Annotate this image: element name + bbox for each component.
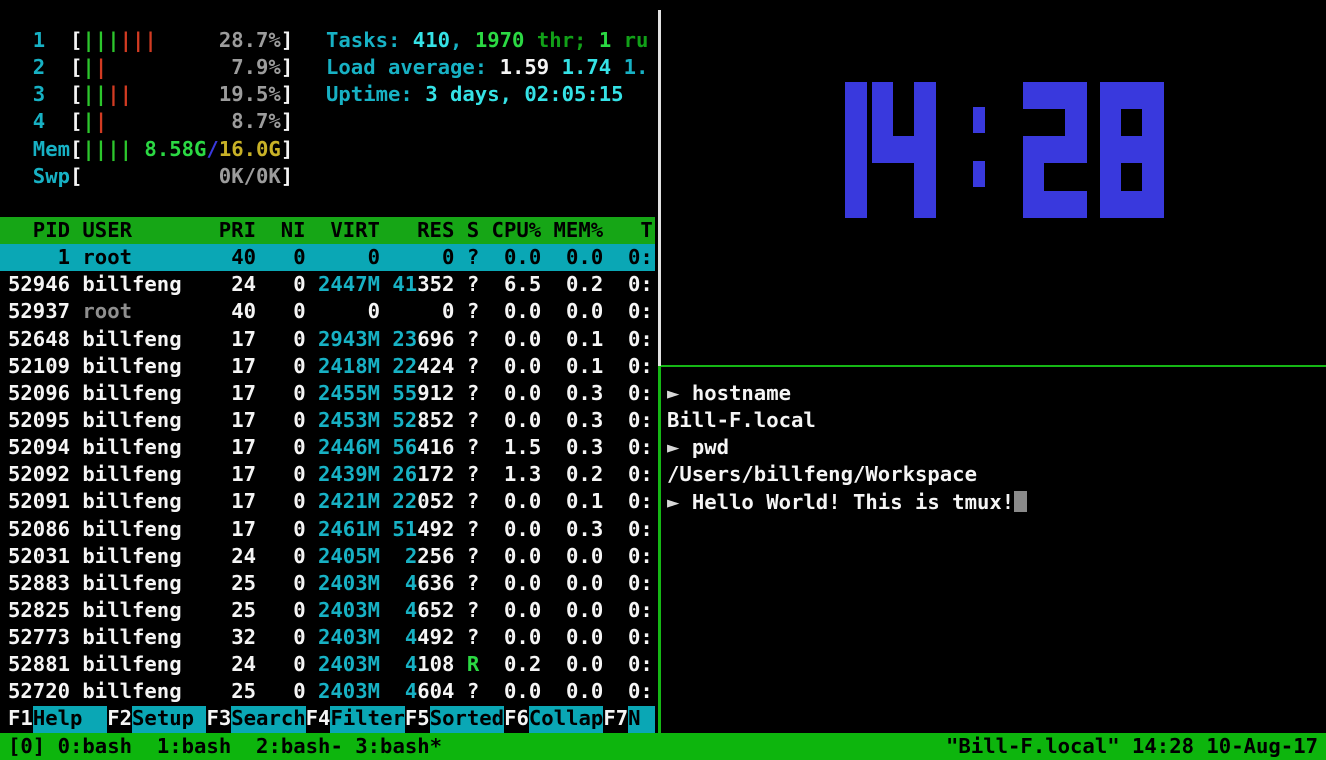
htop-function-key-bar: F1 Help F2 Setup F3 Search F4 Filter F5 Sorted F… xyxy=(0,705,655,733)
tmux-window-2[interactable]: 2:bash- xyxy=(256,734,343,758)
pane-divider-horizontal-active xyxy=(661,364,1326,367)
process-row[interactable]: 52825 billfeng 25 0 2403M 4652 ? 0.0 0.0… xyxy=(8,598,653,623)
clock-colon xyxy=(973,161,985,188)
tmux-window-list: [0] 0:bash 1:bash 2:bash- 3:bash* xyxy=(8,733,442,760)
clock-digit-2 xyxy=(1023,82,1087,218)
fkey-f3-key[interactable]: F3 xyxy=(206,705,232,730)
htop-meters: 1 [|||||| 28.7%] 2 [|| 7.9%] 3 [|||| 19.… xyxy=(0,27,655,190)
fkey-f7-label[interactable]: N xyxy=(628,705,655,733)
process-row[interactable]: 52720 billfeng 25 0 2403M 4604 ? 0.0 0.0… xyxy=(8,679,653,704)
fkey-f5-key[interactable]: F5 xyxy=(404,705,430,730)
meter-bars-green: ||| xyxy=(82,28,120,52)
meter-bars-red: | xyxy=(94,55,108,80)
fkey-f1-key[interactable]: F1 xyxy=(8,705,33,730)
shell-command-line: ► pwd xyxy=(667,435,730,460)
fkey-f7-key[interactable]: F7 xyxy=(603,705,629,730)
process-row[interactable]: 52092 billfeng 17 0 2439M 26172 ? 1.3 0.… xyxy=(8,462,653,487)
clock-pane xyxy=(666,0,1326,352)
meter-bars-green: |||| xyxy=(82,136,133,161)
shell-pane[interactable]: ► hostname Bill-F.local ► pwd/Users/billfe… xyxy=(667,380,1317,516)
process-row[interactable]: 52091 billfeng 17 0 2421M 22052 ? 0.0 0.… xyxy=(8,489,653,514)
meter-bars-green: | xyxy=(82,55,95,80)
fkey-f6-label[interactable]: Collap xyxy=(528,705,604,733)
shell-output-line: /Users/billfeng/Workspace xyxy=(667,462,977,487)
terminal-cursor xyxy=(1014,490,1027,512)
cpu3-meter: 3 [|||| 19.5%] xyxy=(8,82,294,107)
swp-meter: Swp[ 0K/0K] xyxy=(8,163,294,188)
cpu4-meter: 4 [|| 8.7%] xyxy=(8,109,294,134)
meter-value: / xyxy=(206,136,219,161)
fkey-f1-label[interactable]: Help xyxy=(32,705,108,733)
meter-value: 8.7% xyxy=(231,109,281,134)
pane-divider-vertical-inactive xyxy=(658,10,661,366)
fkey-f4-key[interactable]: F4 xyxy=(305,705,331,730)
tasks-line: Tasks: 410, 1970 thr; 1 ru xyxy=(326,28,649,52)
fkey-f5-label[interactable]: Sorted xyxy=(429,705,505,733)
process-row[interactable]: 52031 billfeng 24 0 2405M 2256 ? 0.0 0.0… xyxy=(8,543,653,568)
meter-value: 0K/0K xyxy=(218,163,281,188)
load-average-line: Load average: 1.59 1.74 1. xyxy=(326,55,649,80)
pane-divider-vertical-active xyxy=(658,366,661,733)
tmux-window-0[interactable]: 0:bash xyxy=(57,734,133,758)
clock-digit-8 xyxy=(1100,82,1164,218)
process-row[interactable]: 52773 billfeng 32 0 2403M 4492 ? 0.0 0.0… xyxy=(8,625,653,650)
clock-colon xyxy=(973,107,985,133)
meter-value: 28.7% xyxy=(218,28,281,52)
process-row[interactable]: 1 root 40 0 0 0 ? 0.0 0.0 0: xyxy=(0,244,655,272)
meter-bars-red: || xyxy=(107,82,133,107)
meter-bars-green: | xyxy=(82,109,95,134)
meter-value: 7.9% xyxy=(231,55,281,80)
meter-bars-red: | xyxy=(94,109,108,134)
tmux-status-bar: [0] 0:bash 1:bash 2:bash- 3:bash* "Bill-… xyxy=(0,733,1326,760)
fkey-f2-key[interactable]: F2 xyxy=(107,705,133,730)
fkey-f6-key[interactable]: F6 xyxy=(504,705,529,730)
meter-bars-red: ||| xyxy=(119,28,157,52)
htop-info-column: Tasks: 410, 1970 thr; 1 ru Load average: … xyxy=(326,27,648,108)
process-row[interactable]: 52883 billfeng 25 0 2403M 4636 ? 0.0 0.0… xyxy=(8,570,653,595)
uptime-line: Uptime: 3 days, 02:05:15 xyxy=(326,82,624,107)
tmux-session-name: [0] xyxy=(8,734,58,758)
prompt-arrow-icon: ► xyxy=(667,381,692,405)
fkey-f3-label[interactable]: Search xyxy=(231,705,306,733)
meter-bars-green: || xyxy=(82,82,108,107)
tmux-status-right: "Bill-F.local" 14:28 10-Aug-17 xyxy=(946,734,1318,758)
shell-output-line: Bill-F.local xyxy=(667,408,816,433)
meter-value: 16.0G xyxy=(218,136,281,161)
process-row[interactable]: 52096 billfeng 17 0 2455M 55912 ? 0.0 0.… xyxy=(8,380,653,405)
process-row[interactable]: 52094 billfeng 17 0 2446M 56416 ? 1.5 0.… xyxy=(8,435,653,460)
cpu2-meter: 2 [|| 7.9%] xyxy=(8,55,294,80)
process-row[interactable]: 52946 billfeng 24 0 2447M 41352 ? 6.5 0.… xyxy=(8,272,653,297)
shell-command-line: ► Hello World! This is tmux! xyxy=(667,489,1317,516)
tmux-window-1[interactable]: 1:bash xyxy=(156,734,232,758)
fkey-f2-label[interactable]: Setup xyxy=(132,705,207,733)
meter-value: 19.5% xyxy=(218,82,281,107)
mem-meter: Mem[|||| 8.58G/16.0G] xyxy=(8,136,294,161)
process-table-header[interactable]: PID USER PRI NI VIRT RES S CPU% MEM% T xyxy=(0,217,655,245)
process-row[interactable]: 52095 billfeng 17 0 2453M 52852 ? 0.0 0.… xyxy=(8,408,653,433)
process-row[interactable]: 52937 root 40 0 0 0 ? 0.0 0.0 0: xyxy=(8,299,653,324)
cpu1-meter: 1 [|||||| 28.7%] xyxy=(8,28,294,52)
clock-digit-4 xyxy=(872,82,936,218)
process-row[interactable]: 52881 billfeng 24 0 2403M 4108 R 0.2 0.0… xyxy=(8,652,653,677)
htop-pane[interactable]: 1 [|||||| 28.7%] 2 [|| 7.9%] 3 [|||| 19.… xyxy=(0,27,655,733)
process-row[interactable]: 52086 billfeng 17 0 2461M 51492 ? 0.0 0.… xyxy=(8,516,653,541)
process-row[interactable]: 52109 billfeng 17 0 2418M 22424 ? 0.0 0.… xyxy=(8,353,653,378)
shell-command-line: ► hostname xyxy=(667,381,792,405)
clock-digit-1 xyxy=(803,82,867,218)
htop-process-table: PID USER PRI NI VIRT RES S CPU% MEM% T 1… xyxy=(0,217,655,706)
prompt-arrow-icon: ► xyxy=(667,435,692,460)
process-row[interactable]: 52648 billfeng 17 0 2943M 23696 ? 0.0 0.… xyxy=(8,326,653,351)
tmux-window-3[interactable]: 3:bash* xyxy=(355,734,443,758)
prompt-arrow-icon: ► xyxy=(667,489,692,514)
fkey-f4-label[interactable]: Filter xyxy=(330,705,405,733)
meter-value: 8.58G xyxy=(144,136,207,161)
